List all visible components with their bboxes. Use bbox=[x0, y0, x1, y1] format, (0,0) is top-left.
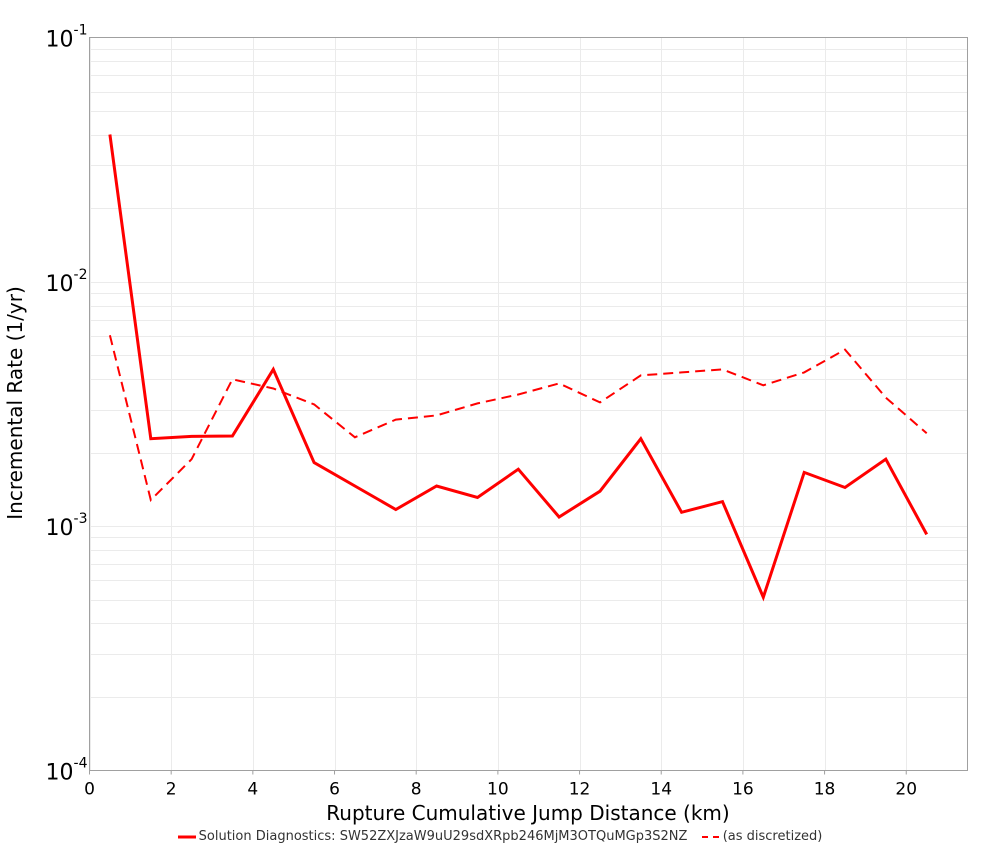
x-tick-label: 4 bbox=[247, 780, 258, 800]
x-tick-label: 2 bbox=[166, 780, 177, 800]
x-tick-label: 8 bbox=[411, 780, 422, 800]
data-series bbox=[108, 134, 929, 602]
legend-item-solution: Solution Diagnostics: SW52ZXJzaW9uU29sdX… bbox=[177, 829, 688, 844]
legend-label-solution: Solution Diagnostics: SW52ZXJzaW9uU29sdX… bbox=[198, 829, 688, 844]
dashed-line-swatch-icon bbox=[701, 835, 720, 838]
x-tick-label: 16 bbox=[732, 780, 754, 800]
x-tick-label: 0 bbox=[84, 780, 95, 800]
legend: Solution Diagnostics: SW52ZXJzaW9uU29sdX… bbox=[0, 829, 1000, 846]
solid-line-swatch-icon bbox=[177, 835, 196, 838]
series-solution-line bbox=[108, 134, 929, 602]
legend-item-discretized: (as discretized) bbox=[701, 829, 823, 844]
x-tick-label: 18 bbox=[814, 780, 836, 800]
series-discretized-line bbox=[108, 335, 928, 502]
y-tick-label: 10-4 bbox=[46, 756, 88, 786]
y-tick-label: 10-2 bbox=[46, 267, 88, 297]
x-tick-label: 6 bbox=[329, 780, 340, 800]
x-tick-label: 14 bbox=[650, 780, 672, 800]
x-tick-label: 10 bbox=[487, 780, 509, 800]
y-axis-label: Incremental Rate (1/yr) bbox=[3, 286, 27, 519]
x-tick-label: 20 bbox=[895, 780, 917, 800]
x-tick-label: 12 bbox=[569, 780, 591, 800]
y-tick-label: 10-3 bbox=[46, 511, 88, 541]
grid-lines bbox=[89, 37, 968, 771]
y-axis-ticks: 10-1 10-2 10-3 10-4 bbox=[46, 23, 88, 786]
legend-label-discretized: (as discretized) bbox=[722, 829, 823, 844]
x-axis-ticks: 0 2 4 6 8 10 12 14 16 18 20 bbox=[84, 770, 917, 800]
y-tick-label: 10-1 bbox=[46, 23, 88, 53]
plot-area bbox=[89, 37, 968, 771]
x-axis-label: Rupture Cumulative Jump Distance (km) bbox=[326, 801, 729, 825]
